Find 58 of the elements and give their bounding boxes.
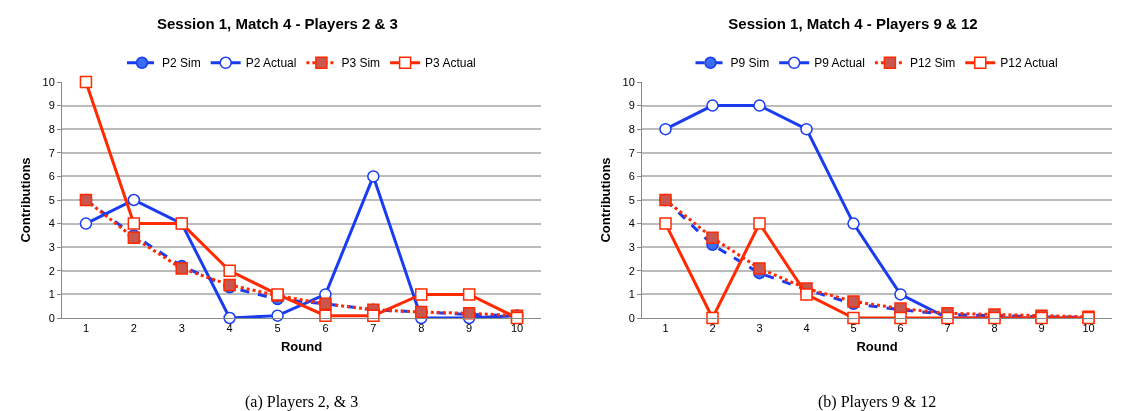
- x-tick-label: 10: [510, 322, 524, 335]
- legend-label: P12 Sim: [909, 56, 956, 71]
- y-axis-title: Contributions: [18, 157, 34, 243]
- y-tick-label: 1: [628, 288, 635, 301]
- y-tick-label: 2: [48, 264, 55, 277]
- y-tick-label: 2: [628, 264, 635, 277]
- legend-label: P12 Actual: [1000, 56, 1058, 71]
- x-tick-label: 5: [850, 322, 857, 335]
- chart-title: Session 1, Match 4 - Players 9 & 12: [728, 15, 978, 32]
- text: (b) Players 9 & 12: [818, 393, 937, 411]
- x-tick-label: 8: [991, 322, 998, 335]
- x-tick-label: 8: [418, 322, 425, 335]
- y-tick-label: 6: [628, 170, 635, 183]
- x-tick-label: 7: [944, 322, 951, 335]
- x-tick-label: 4: [803, 322, 810, 335]
- y-tick-label: 6: [48, 170, 55, 183]
- y-tick-label: 4: [48, 217, 55, 230]
- x-tick-label: 9: [466, 322, 473, 335]
- y-tick-label: 8: [48, 123, 55, 136]
- y-tick-label: 5: [628, 193, 635, 206]
- y-tick-label: 0: [628, 311, 635, 324]
- text: (a) Players 2, & 3: [245, 393, 359, 411]
- x-tick-label: 6: [322, 322, 329, 335]
- x-tick-label: 2: [709, 322, 716, 335]
- x-tick-label: 3: [178, 322, 185, 335]
- legend-label: P9 Actual: [814, 56, 865, 71]
- y-tick-label: 10: [622, 75, 635, 88]
- y-tick-label: 10: [42, 75, 55, 88]
- x-tick-label: 5: [274, 322, 281, 335]
- y-axis-title: Contributions: [598, 157, 614, 243]
- y-tick-label: 1: [48, 288, 55, 301]
- x-tick-label: 3: [756, 322, 763, 335]
- y-tick-label: 7: [628, 146, 635, 159]
- x-tick-label: 10: [1082, 322, 1095, 335]
- y-tick-label: 3: [48, 241, 55, 254]
- y-tick-label: 0: [48, 311, 55, 324]
- y-tick-label: 4: [628, 217, 635, 230]
- x-tick-label: 9: [1038, 322, 1045, 335]
- x-axis-title: Round: [856, 338, 898, 354]
- y-tick-label: 9: [628, 99, 635, 112]
- y-tick-label: 7: [48, 146, 55, 159]
- x-tick-label: 7: [370, 322, 377, 335]
- legend-label: P3 Actual: [425, 56, 476, 71]
- x-tick-label: 4: [226, 322, 233, 335]
- y-tick-label: 8: [628, 123, 635, 136]
- chart-title: Session 1, Match 4 - Players 2 & 3: [157, 15, 398, 32]
- x-tick-label: 6: [897, 322, 904, 335]
- legend-label: P2 Sim: [162, 56, 201, 71]
- y-tick-label: 3: [628, 241, 635, 254]
- y-tick-label: 5: [48, 193, 55, 206]
- x-axis-title: Round: [280, 338, 323, 354]
- legend-label: P2 Actual: [245, 56, 297, 71]
- y-tick-label: 9: [48, 99, 55, 112]
- x-tick-label: 1: [662, 322, 669, 335]
- x-tick-label: 2: [130, 322, 137, 335]
- legend-label: P9 Sim: [730, 56, 770, 71]
- x-tick-label: 1: [82, 322, 90, 335]
- legend-label: P3 Sim: [341, 56, 381, 71]
